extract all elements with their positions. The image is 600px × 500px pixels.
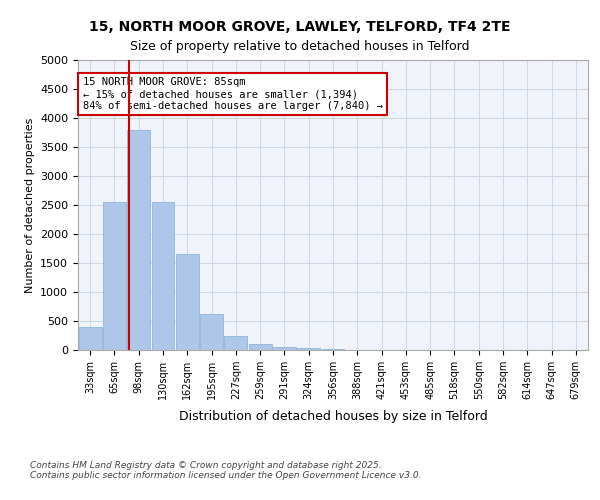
Text: Size of property relative to detached houses in Telford: Size of property relative to detached ho…: [130, 40, 470, 53]
X-axis label: Distribution of detached houses by size in Telford: Distribution of detached houses by size …: [179, 410, 487, 424]
Bar: [200, 314, 223, 350]
Bar: [79, 327, 101, 350]
Bar: [152, 202, 175, 350]
Bar: [298, 348, 320, 350]
Bar: [176, 254, 199, 350]
Bar: [127, 130, 150, 350]
Text: Contains HM Land Registry data © Crown copyright and database right 2025.
Contai: Contains HM Land Registry data © Crown c…: [30, 460, 421, 480]
Text: 15 NORTH MOOR GROVE: 85sqm
← 15% of detached houses are smaller (1,394)
84% of s: 15 NORTH MOOR GROVE: 85sqm ← 15% of deta…: [83, 78, 383, 110]
Text: 15, NORTH MOOR GROVE, LAWLEY, TELFORD, TF4 2TE: 15, NORTH MOOR GROVE, LAWLEY, TELFORD, T…: [89, 20, 511, 34]
Y-axis label: Number of detached properties: Number of detached properties: [25, 118, 35, 292]
Bar: [273, 347, 296, 350]
Bar: [103, 202, 126, 350]
Bar: [249, 344, 272, 350]
Bar: [224, 336, 247, 350]
